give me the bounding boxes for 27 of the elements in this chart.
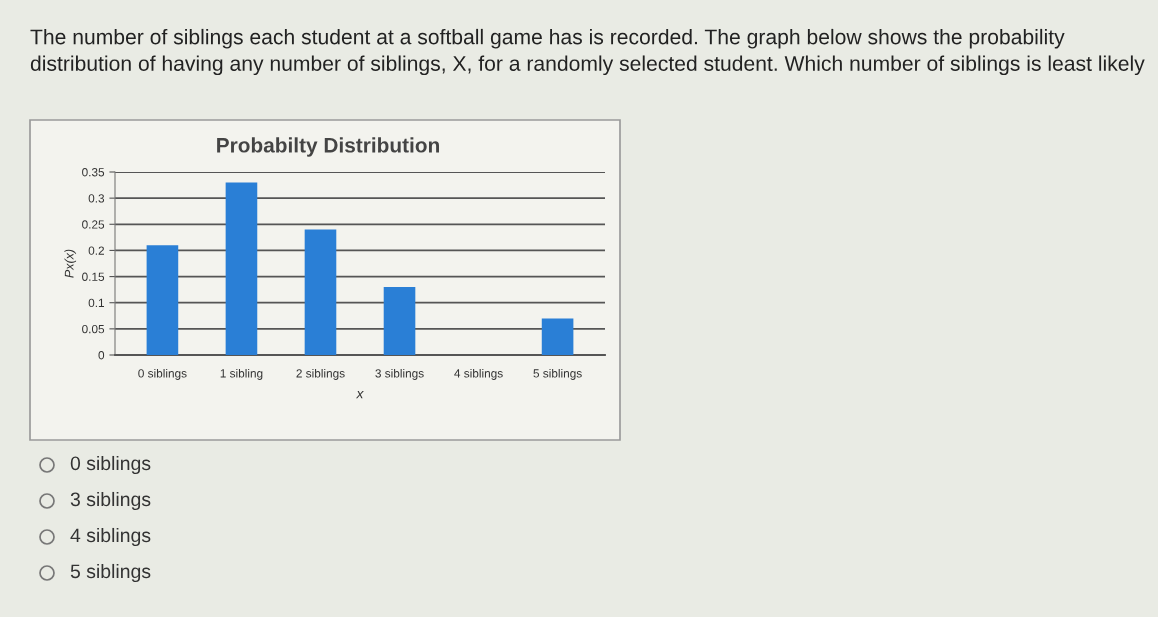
y-tick-label: 0 bbox=[98, 351, 105, 360]
y-tick-label: 0.1 bbox=[88, 298, 105, 308]
bar bbox=[225, 182, 258, 355]
y-axis-title: Px(x) bbox=[64, 249, 77, 278]
text: The number of siblings each student at a softball game has is recorded. The graph below shows the probability distribution of having any number of siblings, X, for a randomly selected student. Which number of siblings is least likely bbox=[30, 28, 1145, 76]
text: 4 siblings bbox=[70, 527, 151, 547]
x-tick-label: 4 siblings bbox=[454, 368, 503, 380]
y-tick-label: 0.3 bbox=[88, 194, 105, 203]
bar bbox=[304, 229, 337, 355]
x-tick-label: 3 siblings bbox=[375, 368, 424, 380]
y-tick-label: 0.05 bbox=[82, 324, 105, 334]
x-tick-label: 0 siblings bbox=[138, 368, 187, 380]
y-tick-label: 0.35 bbox=[82, 168, 105, 177]
x-tick-label: 2 siblings bbox=[296, 368, 345, 380]
x-tick-label: 5 siblings bbox=[533, 368, 582, 380]
y-tick-label: 0.2 bbox=[88, 246, 104, 255]
y-tick-label: 0.25 bbox=[82, 220, 105, 229]
x-tick-label: 1 sibling bbox=[220, 368, 263, 380]
text: 3 siblings bbox=[70, 491, 151, 511]
chart-title: Probabilty Distribution bbox=[217, 137, 439, 157]
bar bbox=[146, 245, 179, 355]
x-axis-title: x bbox=[355, 390, 364, 399]
bar bbox=[383, 287, 416, 355]
text: 0 siblings bbox=[70, 455, 151, 475]
bar bbox=[541, 318, 574, 355]
y-tick-label: 0.15 bbox=[82, 272, 105, 281]
text: 5 siblings bbox=[70, 563, 151, 583]
